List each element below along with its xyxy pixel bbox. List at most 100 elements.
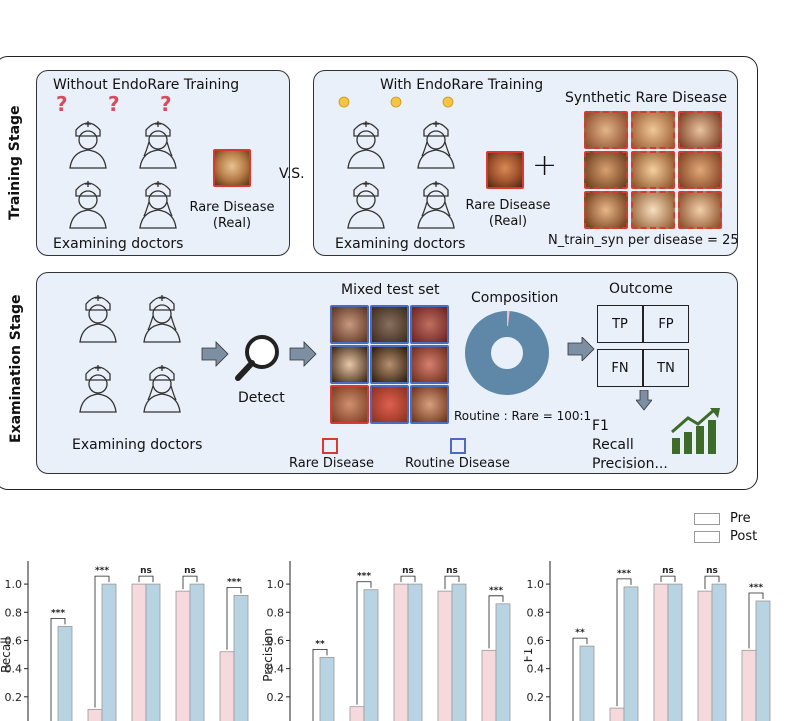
significance-bracket: [488, 595, 504, 649]
significance-bracket: [138, 575, 154, 583]
growth-chart-icon: [671, 408, 720, 454]
significance-bracket: [748, 592, 764, 649]
significance-label: ns: [446, 566, 458, 576]
rare-disease-real-label: (Real): [212, 216, 252, 231]
composition-title: Composition: [471, 290, 559, 306]
vs-label: V.S.: [279, 166, 305, 182]
legend-pre-label: Pre: [730, 511, 751, 526]
arrow-right-icon: [201, 341, 229, 367]
significance-label: ***: [489, 586, 503, 596]
y-tick-label: 0.6: [267, 634, 285, 647]
rare-disease-real-label: (Real): [488, 214, 528, 229]
examining-doctors-label: Examining doctors: [53, 236, 184, 252]
f1-chart: F10.20.40.60.81.0***** ns ns***: [524, 561, 771, 721]
bar-post: [363, 589, 379, 721]
synthetic-image-grid: [584, 111, 722, 229]
y-tick-label: 0.8: [267, 606, 285, 619]
question-mark-icon: ?: [160, 92, 172, 116]
significance-bracket: [616, 578, 632, 707]
doctor-group-icon: [347, 121, 455, 229]
significance-bracket: [660, 575, 676, 583]
rare-disease-label: Rare Disease: [465, 198, 551, 213]
synthetic-image: [631, 111, 675, 149]
training-stage-label: Training Stage: [7, 105, 23, 220]
test-image: [410, 345, 449, 384]
test-image: [370, 385, 409, 424]
detect-label: Detect: [238, 390, 285, 406]
bar-pre: [87, 709, 103, 721]
recall-chart: Recall 0.2 0.4 0.6 0.8 1.0 *** *** ns ns ***: [0, 561, 249, 721]
metric-recall: Recall: [592, 437, 634, 453]
y-tick-label: 0.2: [527, 691, 545, 704]
y-tick-label: 0.8: [527, 606, 545, 619]
y-tick-label: 1.0: [5, 578, 23, 591]
synthetic-image: [678, 151, 722, 189]
arrow-right-icon: [289, 341, 317, 367]
arrow-down-icon: [636, 390, 652, 411]
outcome-title: Outcome: [609, 281, 673, 297]
donut-routine-slice: [465, 311, 549, 395]
significance-label: ***: [749, 583, 763, 593]
synthetic-image: [631, 151, 675, 189]
y-tick-label: 0.2: [267, 691, 285, 704]
metric-precision: Precision...: [592, 456, 668, 472]
question-mark-icon: ?: [108, 92, 120, 116]
significance-label: ns: [140, 566, 152, 576]
significance-bracket: [356, 581, 372, 705]
bar-pre: [653, 583, 669, 721]
significance-label: **: [315, 639, 325, 649]
y-axis-label: Recall: [0, 637, 13, 673]
bar-pre: [131, 583, 147, 721]
question-mark-icon: ?: [56, 92, 68, 116]
y-axis-label: F1: [524, 648, 535, 663]
significance-label: ***: [617, 569, 631, 579]
y-tick-label: 0.6: [5, 634, 23, 647]
with-training-title: With EndoRare Training: [380, 77, 544, 93]
synthetic-image: [584, 111, 628, 149]
metric-f1: F1: [592, 418, 609, 434]
significance-label: ns: [662, 566, 674, 576]
test-image: [330, 385, 369, 424]
detect-arrows: [201, 335, 317, 381]
doctor-group-icon: [79, 295, 181, 413]
significance-bracket: [400, 575, 416, 583]
bar-pre: [697, 590, 713, 721]
plus-sign: +: [532, 148, 558, 183]
bar-pre: [175, 590, 191, 721]
bar-post: [189, 583, 205, 721]
synthetic-image: [631, 191, 675, 229]
significance-label: ns: [402, 566, 414, 576]
significance-bracket: [312, 648, 328, 721]
significance-label: ***: [51, 608, 65, 618]
significance-bracket: [50, 617, 66, 721]
without-training-title: Without EndoRare Training: [53, 77, 240, 93]
bar-pre: [393, 583, 409, 721]
significance-label: ***: [357, 572, 371, 582]
legend-pre-swatch: [694, 513, 720, 525]
rare-legend-swatch: [322, 438, 338, 454]
arrow-right-icon: [567, 337, 595, 361]
test-image: [410, 305, 449, 344]
bar-post: [451, 583, 467, 721]
routine-legend-swatch: [450, 438, 466, 454]
synthetic-image: [678, 191, 722, 229]
significance-label: ***: [95, 566, 109, 576]
tn-cell: TN: [643, 349, 689, 387]
bar-pre: [219, 651, 235, 721]
bar-pre: [741, 649, 757, 721]
rare-disease-thumbnail: [486, 151, 524, 189]
bar-post: [667, 583, 683, 721]
significance-bracket: [572, 637, 588, 721]
bar-post: [101, 583, 117, 721]
y-tick-label: 0.4: [267, 663, 285, 676]
significance-bracket: [444, 575, 460, 590]
synthetic-image: [584, 151, 628, 189]
test-image: [370, 345, 409, 384]
bar-pre: [609, 707, 625, 721]
y-tick-label: 0.2: [5, 691, 23, 704]
magnifier-icon: [245, 335, 279, 369]
bar-post: [57, 625, 73, 721]
y-tick-label: 0.4: [527, 663, 545, 676]
examining-doctors-label: Examining doctors: [72, 437, 203, 453]
synthetic-image: [584, 191, 628, 229]
